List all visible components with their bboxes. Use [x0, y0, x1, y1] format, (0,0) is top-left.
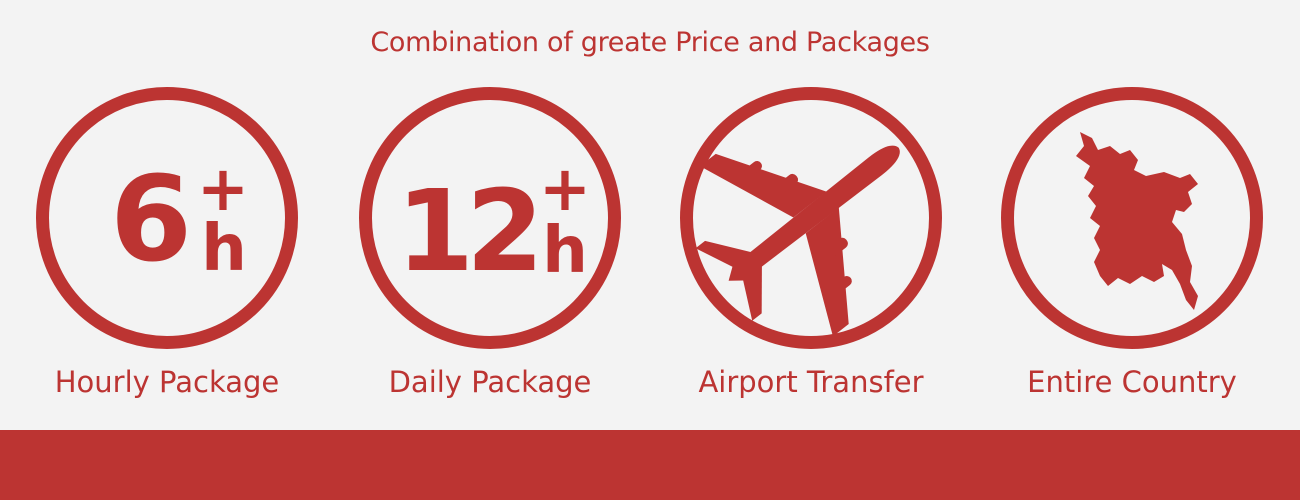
twelve-hours-plus-graphic: 12 + h: [396, 152, 591, 297]
plus-sign: +: [539, 152, 591, 225]
package-item-country[interactable]: Entire Country: [997, 87, 1267, 407]
country-map-graphic: [1076, 132, 1198, 310]
package-item-airport[interactable]: Airport Transfer: [676, 87, 946, 407]
package-label-country: Entire Country: [1027, 365, 1237, 399]
six-hours-plus-icon: 6 + h: [36, 87, 298, 349]
plus-sign: +: [197, 152, 249, 225]
package-label-daily: Daily Package: [388, 365, 592, 399]
package-label-hourly: Hourly Package: [54, 365, 280, 399]
package-item-hourly[interactable]: 6 + h Hourly Package: [32, 87, 302, 407]
airplane-graphic: [695, 145, 900, 337]
airplane-icon: [680, 87, 942, 349]
hours-unit: h: [201, 212, 247, 286]
section-heading: Combination of greate Price and Packages: [370, 27, 930, 58]
six-hours-plus-graphic: 6 + h: [110, 150, 249, 288]
hours-unit: h: [542, 214, 588, 288]
twelve-hours-plus-icon: 12 + h: [359, 87, 621, 349]
hours-number: 12: [396, 167, 536, 297]
country-map-icon: [1001, 87, 1263, 349]
package-label-airport: Airport Transfer: [698, 365, 924, 399]
package-item-daily[interactable]: 12 + h Daily Package: [355, 87, 625, 407]
hours-number: 6: [110, 150, 188, 288]
footer-bar: [0, 430, 1300, 500]
